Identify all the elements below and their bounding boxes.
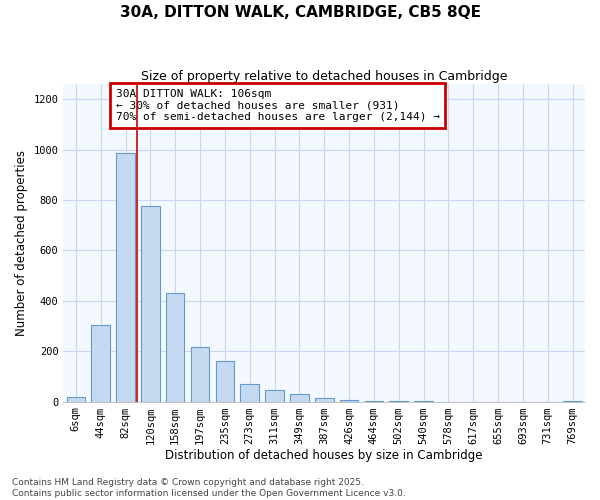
Text: Contains HM Land Registry data © Crown copyright and database right 2025.
Contai: Contains HM Land Registry data © Crown c… xyxy=(12,478,406,498)
Bar xyxy=(91,324,110,402)
Bar xyxy=(116,154,135,402)
Bar xyxy=(365,401,383,402)
Bar xyxy=(191,348,209,402)
Y-axis label: Number of detached properties: Number of detached properties xyxy=(15,150,28,336)
Bar xyxy=(315,398,334,402)
Bar xyxy=(215,362,234,402)
Bar xyxy=(290,394,308,402)
Text: 30A DITTON WALK: 106sqm
← 30% of detached houses are smaller (931)
70% of semi-d: 30A DITTON WALK: 106sqm ← 30% of detache… xyxy=(116,89,440,122)
Bar xyxy=(414,401,433,402)
Bar xyxy=(563,401,582,402)
Bar xyxy=(141,206,160,402)
Bar xyxy=(166,294,184,402)
Bar xyxy=(241,384,259,402)
Bar xyxy=(265,390,284,402)
Bar xyxy=(340,400,358,402)
Bar xyxy=(389,401,408,402)
X-axis label: Distribution of detached houses by size in Cambridge: Distribution of detached houses by size … xyxy=(166,450,483,462)
Text: 30A, DITTON WALK, CAMBRIDGE, CB5 8QE: 30A, DITTON WALK, CAMBRIDGE, CB5 8QE xyxy=(119,5,481,20)
Title: Size of property relative to detached houses in Cambridge: Size of property relative to detached ho… xyxy=(141,70,508,83)
Bar xyxy=(67,396,85,402)
